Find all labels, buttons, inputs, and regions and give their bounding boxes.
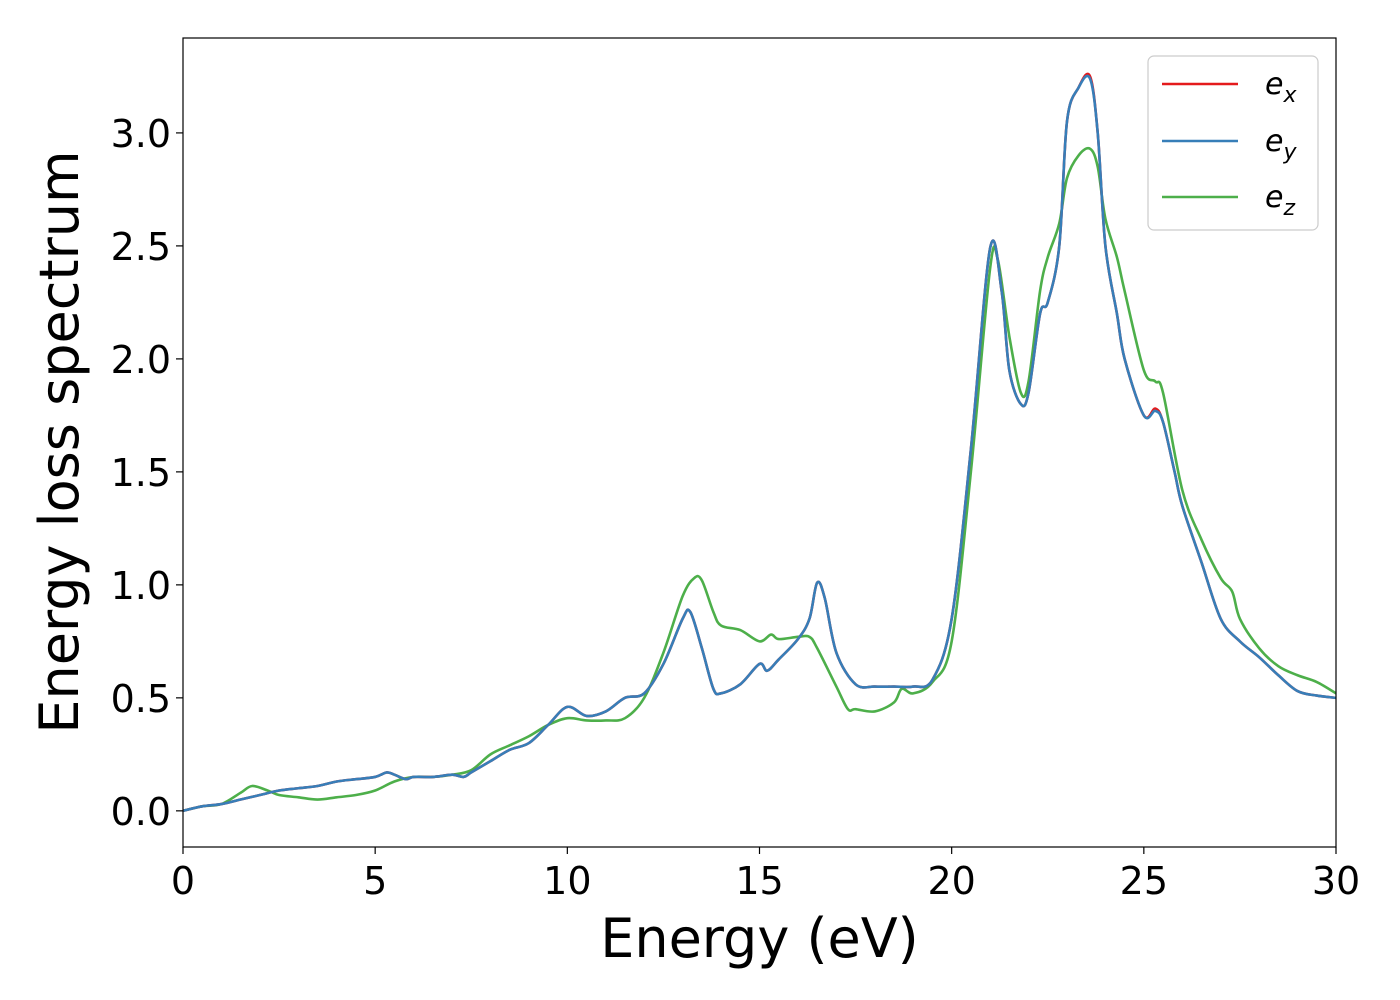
legend-label-subscript: y — [1282, 140, 1297, 165]
y-tick-label: 1.5 — [111, 451, 171, 495]
y-tick-label: 0.5 — [111, 677, 171, 721]
legend-box — [1147, 55, 1319, 231]
x-tick-label: 15 — [735, 859, 783, 903]
y-tick-label: 1.0 — [111, 564, 171, 608]
x-axis-label: Energy (eV) — [600, 907, 919, 970]
y-axis-label: Energy loss spectrum — [28, 150, 91, 733]
x-tick-label: 30 — [1312, 859, 1360, 903]
legend-label-base: e — [1265, 180, 1283, 215]
y-tick-label: 0.0 — [111, 790, 171, 834]
legend-label-base: e — [1265, 67, 1283, 102]
x-tick-label: 10 — [543, 859, 591, 903]
series-layer — [183, 72, 1336, 813]
legend-label-ey: ey — [1265, 124, 1297, 165]
x-tick-label: 25 — [1120, 859, 1168, 903]
legend-label-subscript: z — [1282, 196, 1295, 221]
x-axis-ticks: 0 5 10 15 20 25 30 — [171, 847, 1360, 903]
legend-label-ex: ex — [1265, 67, 1297, 108]
y-tick-label: 3.0 — [111, 112, 171, 156]
y-axis-ticks: 0.0 0.5 1.0 1.5 2.0 2.5 3.0 — [111, 112, 183, 834]
y-tick-label: 2.5 — [111, 225, 171, 269]
x-tick-label: 20 — [927, 859, 975, 903]
legend-label-subscript: x — [1282, 83, 1297, 108]
y-tick-label: 2.0 — [111, 338, 171, 382]
x-tick-label: 5 — [363, 859, 387, 903]
legend-label-ez: ez — [1265, 180, 1295, 221]
legend-label-base: e — [1265, 124, 1283, 159]
series-line-ey — [183, 74, 1336, 813]
x-tick-label: 0 — [171, 859, 195, 903]
